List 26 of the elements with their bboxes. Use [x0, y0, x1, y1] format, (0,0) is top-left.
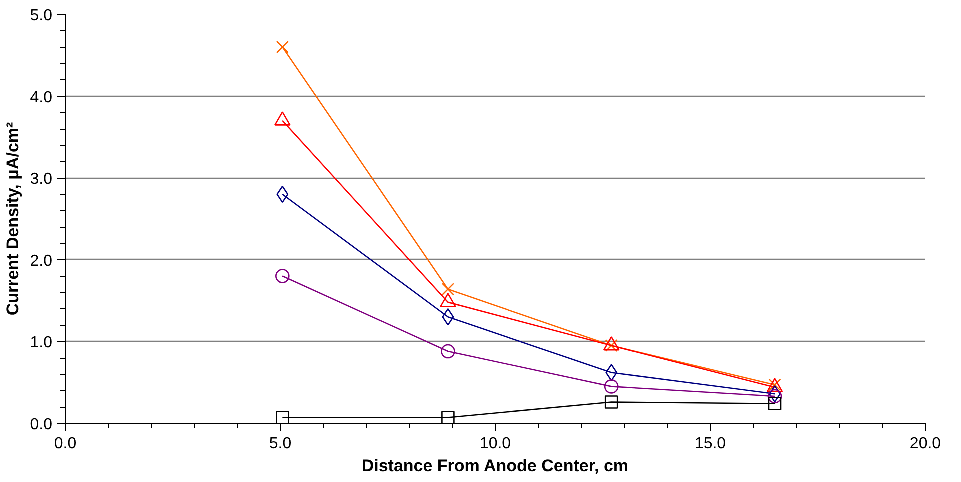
y-tick-label: 2.0: [30, 252, 53, 270]
x-tick-label: 5.0: [269, 436, 292, 452]
point: [442, 411, 455, 424]
point: [276, 411, 290, 424]
point: [605, 339, 618, 352]
point: [606, 364, 618, 382]
point: [276, 269, 290, 284]
x-tick-label: 15.0: [694, 436, 726, 452]
point: [768, 389, 782, 404]
y-tick-label: 3.0: [30, 171, 53, 188]
x-tick-label: 0.0: [54, 436, 77, 452]
point: [604, 380, 619, 394]
x-axis-title: Distance From Anode Center, cm: [362, 456, 629, 476]
x-tick-label: 20.0: [910, 436, 942, 452]
y-tick-label: 0.0: [30, 416, 53, 434]
point: [768, 397, 782, 411]
y-axis-title: Current Density, μA/cm²: [3, 122, 22, 316]
y-tick-label: 1.0: [30, 334, 53, 352]
point: [442, 308, 454, 326]
y-tick-label: 5.0: [30, 8, 53, 24]
point: [604, 396, 618, 409]
point: [276, 40, 289, 54]
point: [441, 344, 456, 359]
point: [442, 283, 455, 296]
y-tick-label: 4.0: [30, 89, 53, 106]
x-tick-label: 10.0: [480, 436, 512, 452]
